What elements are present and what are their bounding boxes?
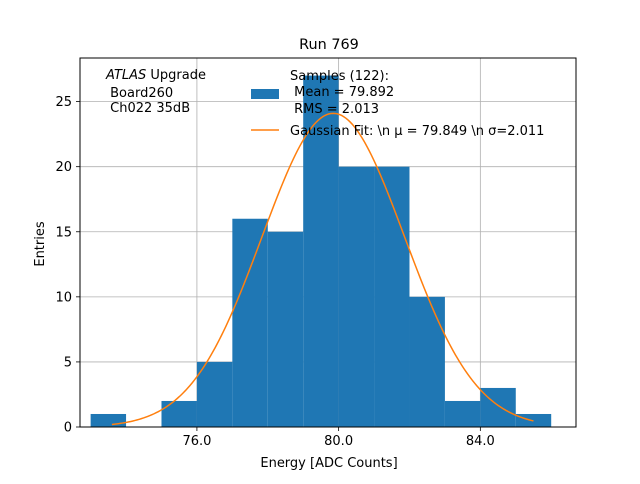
histogram-bar: [444, 400, 481, 427]
chart-title: Run 769: [299, 37, 359, 53]
legend-samples-line-1: Samples (122):: [290, 69, 389, 84]
x-tick-label: 76.0: [182, 434, 211, 449]
y-tick-label: 5: [64, 355, 72, 370]
gaussian-fit-curve: [111, 112, 534, 426]
fit-layer: [111, 112, 534, 426]
histogram-bar: [232, 218, 268, 427]
y-tick-label: 25: [55, 95, 72, 110]
x-axis-label: Energy [ADC Counts]: [260, 456, 397, 471]
legend-samples-line-2: Mean = 79.892: [290, 85, 394, 100]
y-tick-label: 15: [55, 225, 72, 240]
annotation-atlas: ATLAS: [105, 68, 146, 83]
annotation-upgrade: Upgrade: [146, 68, 206, 83]
histogram-bar: [480, 387, 516, 427]
plot-frame: [79, 57, 577, 428]
legend-samples-line-3: RMS = 2.013: [290, 102, 379, 117]
x-tick-label: 84.0: [466, 434, 495, 449]
legend: Samples (122): Mean = 79.892 RMS = 2.013…: [251, 69, 544, 139]
histogram-bar: [90, 413, 127, 427]
histogram-bar: [267, 231, 304, 427]
y-tick-label: 0: [64, 421, 72, 436]
bars-layer: [90, 75, 552, 428]
histogram-bar: [338, 166, 375, 427]
histogram-bar: [196, 361, 233, 427]
annotation-line-2: Board260: [106, 86, 173, 101]
annotation-line-3: Ch022 35dB: [106, 101, 190, 116]
legend-samples-swatch: [251, 89, 279, 99]
histogram-bar: [374, 166, 410, 427]
histogram-bar: [303, 75, 339, 428]
x-axis-ticks: 76.0 80.0 84.0: [182, 427, 495, 449]
y-axis-ticks: 0 5 10 15 20 25: [55, 95, 80, 436]
histogram-bar: [409, 296, 445, 427]
y-axis-label: Entries: [33, 221, 48, 267]
annotation-line-1: ATLAS Upgrade: [105, 68, 206, 83]
atlas-annotation: ATLAS Upgrade Board260 Ch022 35dB: [105, 68, 206, 116]
y-tick-label: 10: [55, 290, 72, 305]
y-tick-label: 20: [55, 160, 72, 175]
legend-fit-label: Gaussian Fit: \n μ = 79.849 \n σ=2.011: [290, 124, 544, 139]
x-tick-label: 80.0: [324, 434, 353, 449]
histogram-bar: [161, 400, 197, 427]
